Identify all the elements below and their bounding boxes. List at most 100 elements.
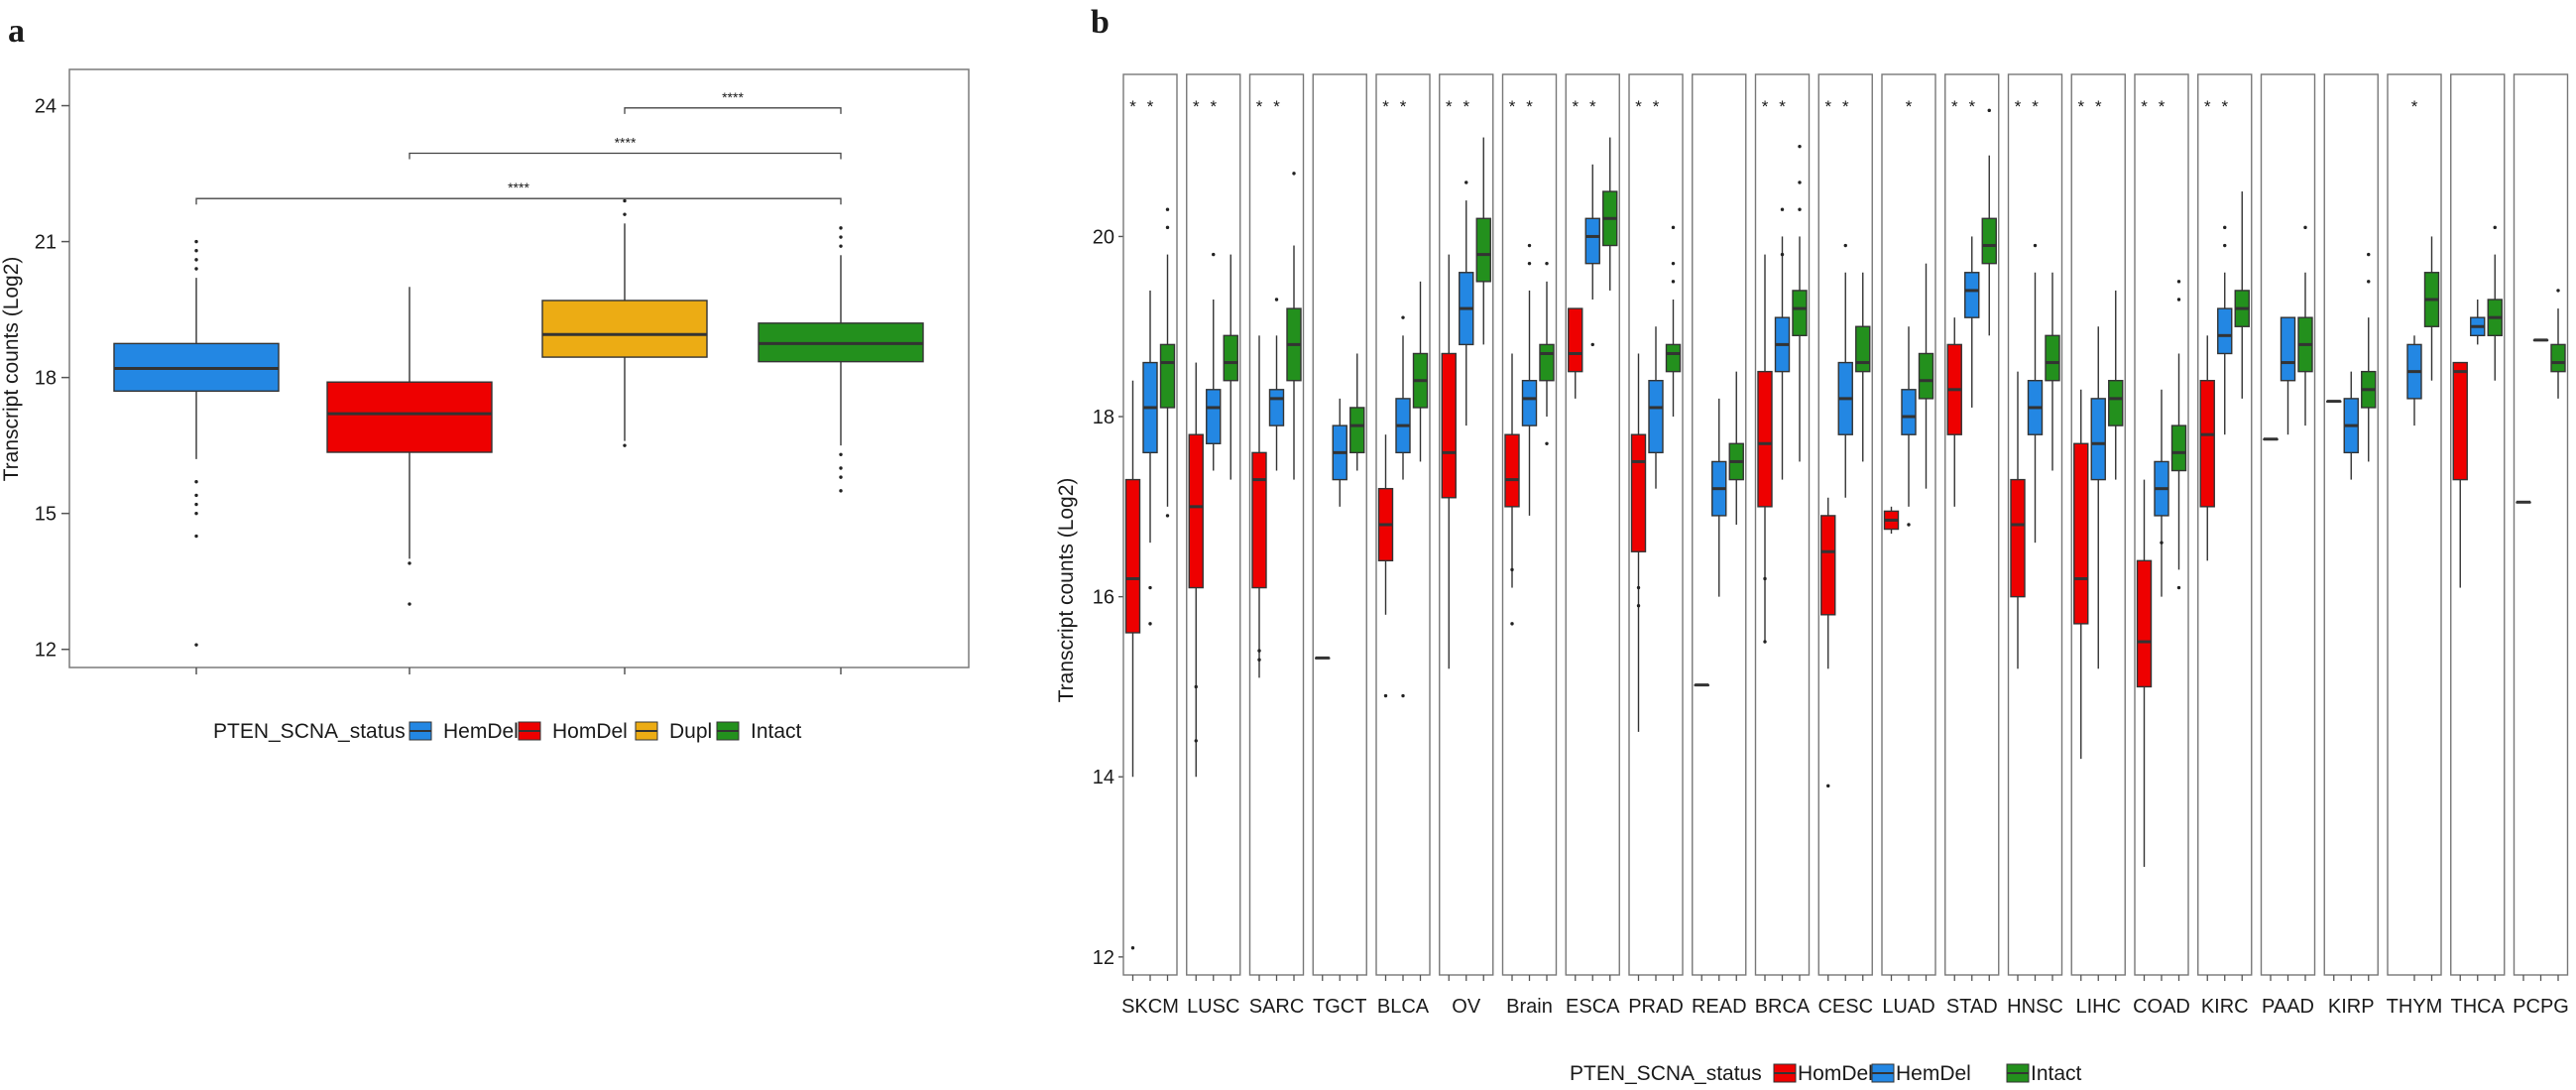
box-brain-intact-outlier bbox=[1545, 441, 1549, 445]
significance-star: * bbox=[2077, 97, 2084, 116]
box-hemdel-outlier bbox=[194, 480, 198, 484]
box-hemdel-outlier bbox=[194, 249, 198, 253]
panel-a-y-tick-label: 15 bbox=[35, 504, 57, 526]
facet-luad: * LUAD bbox=[1881, 73, 1936, 1018]
facet-label: CESC bbox=[1817, 996, 1873, 1018]
box-lusc-homdel-box bbox=[1188, 433, 1204, 589]
box-skcm-intact-outlier bbox=[1165, 514, 1170, 518]
box-hnsc-homdel-box bbox=[2010, 478, 2026, 598]
box-hemdel-outlier bbox=[194, 258, 198, 262]
significance-star: * bbox=[1635, 97, 1642, 116]
facet-frame bbox=[2323, 73, 2379, 976]
facet-label: LUSC bbox=[1187, 996, 1239, 1018]
facet-stad: * * STAD bbox=[1944, 73, 2000, 1018]
box-paad-intact-outlier bbox=[2303, 225, 2307, 230]
facet-frame bbox=[2260, 73, 2316, 976]
panel-b-y-axis-title: Transcript counts (Log2) bbox=[1055, 478, 1078, 703]
box-coad-homdel-box bbox=[2136, 559, 2153, 688]
facet-label: ESCA bbox=[1566, 996, 1620, 1018]
facet-label: STAD bbox=[1946, 996, 1998, 1018]
significance-bracket bbox=[409, 152, 842, 160]
box-homdel-outlier bbox=[408, 561, 411, 565]
box-skcm-hemdel-outlier bbox=[1148, 622, 1152, 626]
significance-star: * bbox=[2032, 97, 2039, 116]
panel-b-y-tick-label: 14 bbox=[1093, 767, 1114, 788]
facet-paad: PAAD bbox=[2260, 73, 2316, 1018]
legend-label-hemdel: HemDel bbox=[1896, 1062, 1971, 1085]
box-stad-intact-box bbox=[1981, 217, 1997, 265]
legend-a-title: PTEN_SCNA_status bbox=[213, 720, 406, 743]
box-brca-intact-outlier bbox=[1798, 181, 1802, 184]
legend-label-hemdel: HemDel bbox=[443, 720, 519, 743]
facet-frame bbox=[2197, 73, 2253, 976]
significance-star: * bbox=[1906, 97, 1913, 116]
significance-star: * bbox=[2159, 97, 2166, 116]
facet-hnsc: * * HNSC bbox=[2007, 73, 2063, 1018]
panel-a-y-tick-label: 21 bbox=[35, 232, 57, 254]
box-hemdel-outlier bbox=[194, 511, 198, 516]
significance-star: * bbox=[1256, 97, 1263, 116]
facet-tgct: TGCT bbox=[1312, 73, 1367, 1018]
significance-star: * bbox=[1653, 97, 1660, 116]
box-brca-intact-box bbox=[1792, 290, 1808, 337]
box-dupl-outlier bbox=[623, 198, 627, 203]
box-brca-hemdel-outlier bbox=[1780, 252, 1785, 257]
box-homdel-box bbox=[326, 381, 493, 453]
panel-a-boxplot: Transcript counts (Log2) 12 15 18 21 24 ****… bbox=[0, 68, 970, 743]
box-brca-homdel-outlier bbox=[1763, 640, 1767, 644]
facet-brain: * * Brain bbox=[1501, 73, 1558, 1018]
box-hemdel bbox=[113, 239, 280, 647]
facet-label: COAD bbox=[2133, 996, 2190, 1018]
significance-star: * bbox=[2141, 97, 2148, 116]
facet-prad: * * PRAD bbox=[1628, 73, 1684, 1018]
facet-label: TGCT bbox=[1313, 996, 1366, 1018]
box-prad-intact-box bbox=[1665, 343, 1682, 373]
box-brain-homdel-outlier bbox=[1510, 567, 1514, 572]
facet-thym: * THYM bbox=[2387, 73, 2442, 1018]
panel-a-y-axis-title: Transcript counts (Log2) bbox=[0, 257, 23, 482]
box-cesc-hemdel-outlier bbox=[1843, 243, 1847, 248]
facet-kirc: * * KIRC bbox=[2197, 73, 2253, 1018]
box-prad-homdel-outlier bbox=[1636, 604, 1641, 608]
facet-label: SKCM bbox=[1121, 996, 1179, 1018]
panel-b-faceted-boxplot: Transcript counts (Log2) 12 14 16 18 20 * * SK… bbox=[1055, 73, 2569, 1085]
facet-brca: * * BRCA bbox=[1755, 73, 1811, 1018]
box-skcm-hemdel-outlier bbox=[1148, 585, 1152, 590]
box-skcm-homdel-outlier bbox=[1130, 946, 1135, 950]
box-lihc-homdel-box bbox=[2073, 442, 2089, 625]
facet-label: PRAD bbox=[1628, 996, 1684, 1018]
box-brca-intact-outlier bbox=[1798, 144, 1802, 149]
box-luad-intact-box bbox=[1918, 352, 1934, 400]
box-pcpg-intact-box bbox=[2550, 343, 2566, 373]
box-cesc-intact-box bbox=[1855, 325, 1871, 373]
box-ov-hemdel-outlier bbox=[1464, 181, 1468, 184]
box-cesc-homdel-box bbox=[1820, 515, 1836, 616]
box-prad-intact-outlier bbox=[1671, 280, 1676, 284]
significance-star: * bbox=[1762, 97, 1769, 116]
box-hemdel-outlier bbox=[194, 493, 198, 498]
box-esca-homdel-box bbox=[1568, 307, 1583, 373]
facet-thca: THCA bbox=[2450, 73, 2506, 1018]
box-brain-intact-box bbox=[1539, 343, 1555, 382]
box-lusc-homdel-outlier bbox=[1194, 739, 1198, 743]
facet-label: PAAD bbox=[2262, 996, 2314, 1018]
facet-label: HNSC bbox=[2007, 996, 2063, 1018]
significance-star: * bbox=[1526, 97, 1533, 116]
panel-b-y-tick-label: 18 bbox=[1093, 407, 1114, 428]
facet-frame bbox=[1501, 73, 1558, 976]
significance-star: * bbox=[1210, 97, 1217, 116]
box-brca-homdel-box bbox=[1757, 370, 1773, 508]
box-prad-homdel-outlier bbox=[1636, 585, 1641, 590]
box-skcm-intact-outlier bbox=[1165, 207, 1170, 211]
significance-star: * bbox=[1193, 97, 1200, 116]
box-kirp-intact-outlier bbox=[2367, 280, 2371, 284]
significance-star: * bbox=[2204, 97, 2211, 116]
box-coad-intact-box bbox=[2170, 424, 2187, 472]
box-intact-outlier bbox=[839, 489, 843, 493]
box-hnsc-intact-box bbox=[2045, 334, 2060, 382]
box-luad-hemdel-outlier bbox=[1907, 523, 1911, 527]
legend-label-intact: Intact bbox=[751, 720, 802, 743]
box-intact-outlier bbox=[839, 466, 843, 470]
box-hemdel-outlier bbox=[194, 502, 198, 507]
